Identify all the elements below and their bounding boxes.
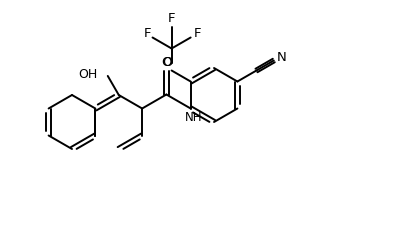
Text: F: F xyxy=(168,12,175,25)
Text: O: O xyxy=(161,56,172,69)
Text: F: F xyxy=(194,27,201,40)
Text: O: O xyxy=(162,56,173,69)
Text: N: N xyxy=(277,51,287,64)
Text: NH: NH xyxy=(185,111,203,124)
Text: F: F xyxy=(144,27,151,40)
Text: OH: OH xyxy=(78,69,98,81)
